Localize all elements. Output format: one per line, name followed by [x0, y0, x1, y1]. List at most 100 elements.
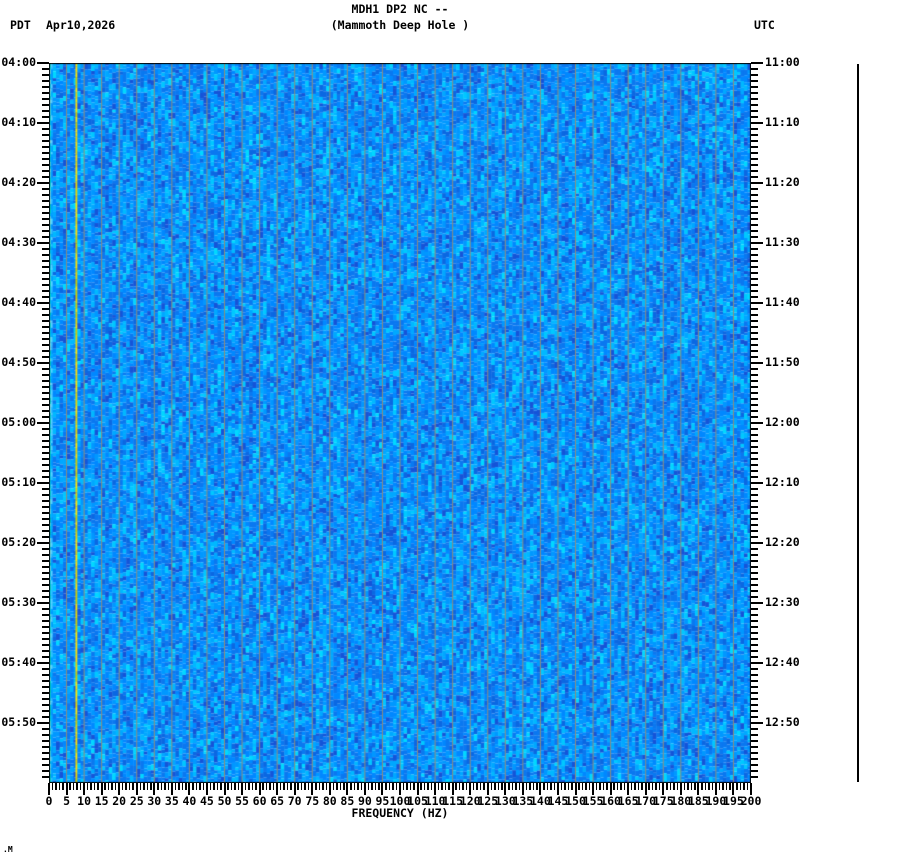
freq-tick	[266, 783, 268, 790]
right-minute-tick	[751, 716, 758, 718]
left-minute-tick	[42, 236, 49, 238]
right-minute-tick	[751, 182, 763, 184]
freq-tick	[652, 783, 654, 790]
right-minute-tick	[751, 764, 758, 766]
left-minute-tick	[42, 584, 49, 586]
freq-tick	[227, 783, 229, 790]
freq-tick	[326, 783, 328, 790]
right-minute-tick	[751, 536, 758, 538]
freq-tick	[466, 783, 468, 790]
freq-tick	[157, 783, 159, 790]
left-minute-tick	[42, 398, 49, 400]
right-minute-tick	[751, 704, 758, 706]
timezone-left-label: PDT	[10, 19, 31, 32]
freq-tick	[712, 783, 714, 790]
right-minute-tick	[751, 308, 758, 310]
right-minute-tick	[751, 566, 758, 568]
freq-tick	[413, 783, 415, 790]
freq-tick	[533, 783, 535, 790]
right-minute-tick	[751, 476, 758, 478]
freq-tick	[396, 783, 398, 790]
freq-tick	[178, 783, 180, 790]
freq-tick	[269, 783, 271, 790]
left-minute-tick	[42, 230, 49, 232]
left-minute-tick	[42, 314, 49, 316]
right-minute-tick	[751, 164, 758, 166]
left-minute-tick	[42, 596, 49, 598]
right-minute-tick	[751, 332, 758, 334]
right-minute-tick	[751, 614, 758, 616]
left-minute-tick	[42, 374, 49, 376]
right-minute-tick	[751, 110, 758, 112]
left-minute-tick	[42, 524, 49, 526]
freq-tick	[392, 783, 394, 790]
spectrogram-canvas	[49, 63, 751, 783]
freq-tick	[747, 783, 749, 790]
freq-tick	[677, 783, 679, 790]
freq-tick	[701, 783, 703, 790]
right-minute-tick	[751, 506, 758, 508]
right-minute-tick	[751, 650, 758, 652]
right-minute-tick	[751, 596, 758, 598]
left-minute-tick	[42, 254, 49, 256]
left-minute-tick	[37, 482, 49, 484]
freq-tick	[638, 783, 640, 790]
right-minute-tick	[751, 734, 758, 736]
left-minute-tick	[42, 728, 49, 730]
freq-tick	[743, 783, 745, 790]
freq-tick	[252, 783, 254, 790]
right-minute-tick	[751, 278, 758, 280]
freq-tick	[441, 783, 443, 790]
left-minute-tick	[42, 566, 49, 568]
freq-tick	[129, 783, 131, 790]
left-minute-tick	[42, 530, 49, 532]
right-minute-tick	[751, 440, 758, 442]
left-minute-tick	[37, 422, 49, 424]
left-minute-tick	[42, 764, 49, 766]
freq-tick	[431, 783, 433, 790]
right-minute-tick	[751, 86, 758, 88]
freq-tick	[687, 783, 689, 790]
left-minute-tick	[42, 668, 49, 670]
freq-tick	[192, 783, 194, 790]
freq-tick	[315, 783, 317, 790]
left-minute-tick	[42, 104, 49, 106]
station-subtitle: (Mammoth Deep Hole )	[49, 19, 751, 32]
freq-tick	[424, 783, 426, 790]
left-minute-tick	[42, 248, 49, 250]
left-minute-tick	[42, 716, 49, 718]
right-minute-tick	[751, 494, 758, 496]
freq-tick	[238, 783, 240, 790]
freq-tick	[354, 783, 356, 790]
left-minute-tick	[42, 632, 49, 634]
left-minute-tick	[42, 212, 49, 214]
freq-tick	[613, 783, 615, 790]
left-minute-tick	[42, 188, 49, 190]
left-minute-tick	[42, 512, 49, 514]
freq-tick	[73, 783, 75, 790]
freq-tick	[427, 783, 429, 790]
left-minute-tick	[42, 704, 49, 706]
freq-tick	[287, 783, 289, 790]
left-minute-tick	[42, 224, 49, 226]
right-minute-tick	[751, 224, 758, 226]
freq-tick	[97, 783, 99, 790]
left-time-label: 05:40	[0, 656, 36, 669]
right-minute-tick	[751, 758, 758, 760]
right-minute-tick	[751, 170, 758, 172]
left-minute-tick	[42, 338, 49, 340]
right-minute-tick	[751, 740, 758, 742]
freq-tick	[659, 783, 661, 790]
freq-tick	[617, 783, 619, 790]
x-axis-title: FREQUENCY (HZ)	[49, 806, 751, 820]
corner-mark: .M	[3, 845, 13, 854]
freq-tick	[273, 783, 275, 790]
right-minute-tick	[751, 356, 758, 358]
left-minute-tick	[42, 98, 49, 100]
freq-tick	[213, 783, 215, 790]
right-minute-tick	[751, 302, 763, 304]
left-minute-tick	[42, 356, 49, 358]
right-minute-tick	[751, 458, 758, 460]
freq-tick	[550, 783, 552, 790]
freq-tick-label: 200	[736, 795, 766, 808]
